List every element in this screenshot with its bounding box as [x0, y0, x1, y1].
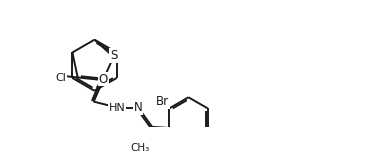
Text: Br: Br [156, 95, 169, 108]
Text: Cl: Cl [55, 73, 67, 83]
Text: HN: HN [109, 102, 126, 112]
Text: N: N [134, 101, 142, 114]
Text: S: S [110, 49, 117, 62]
Text: CH₃: CH₃ [130, 143, 150, 152]
Text: O: O [99, 73, 108, 86]
